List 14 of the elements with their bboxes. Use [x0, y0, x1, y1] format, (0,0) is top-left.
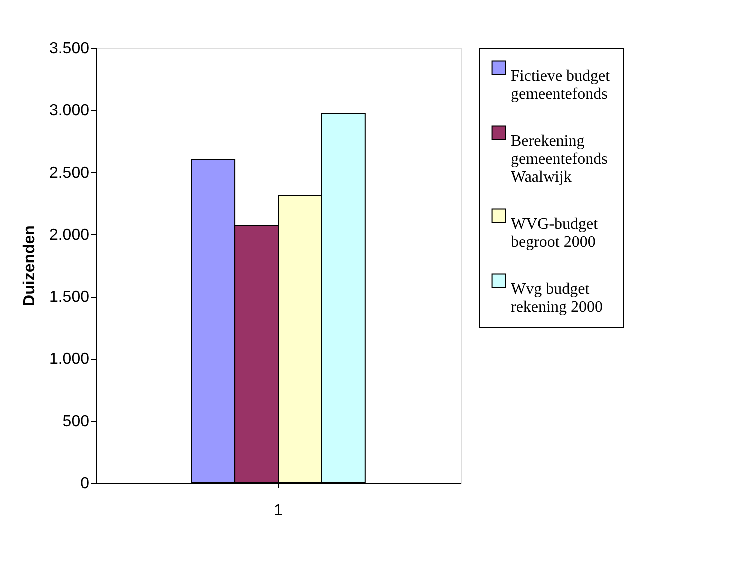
y-tick-label: 1.000	[49, 351, 90, 368]
legend-label: Fictieve budget gemeentefonds	[511, 68, 611, 103]
legend-label: Berekening gemeentefonds Waalwijk	[511, 133, 608, 186]
y-tick-label: 0	[80, 476, 90, 492]
legend-label: Wvg budget rekening 2000	[511, 281, 603, 316]
y-tick-label: 3.500	[49, 40, 90, 58]
y-tick-label: 1.500	[49, 289, 90, 306]
y-tick-label: 2.000	[49, 226, 90, 244]
legend-label: WVG-budget begroot 2000	[511, 216, 599, 251]
y-tick-label: 500	[62, 413, 90, 430]
y-axis-title: Duizenden	[21, 226, 38, 306]
y-tick-label: 2.500	[49, 164, 90, 182]
x-tick-label: 1	[274, 502, 284, 520]
y-tick-label: 3.000	[49, 102, 90, 120]
